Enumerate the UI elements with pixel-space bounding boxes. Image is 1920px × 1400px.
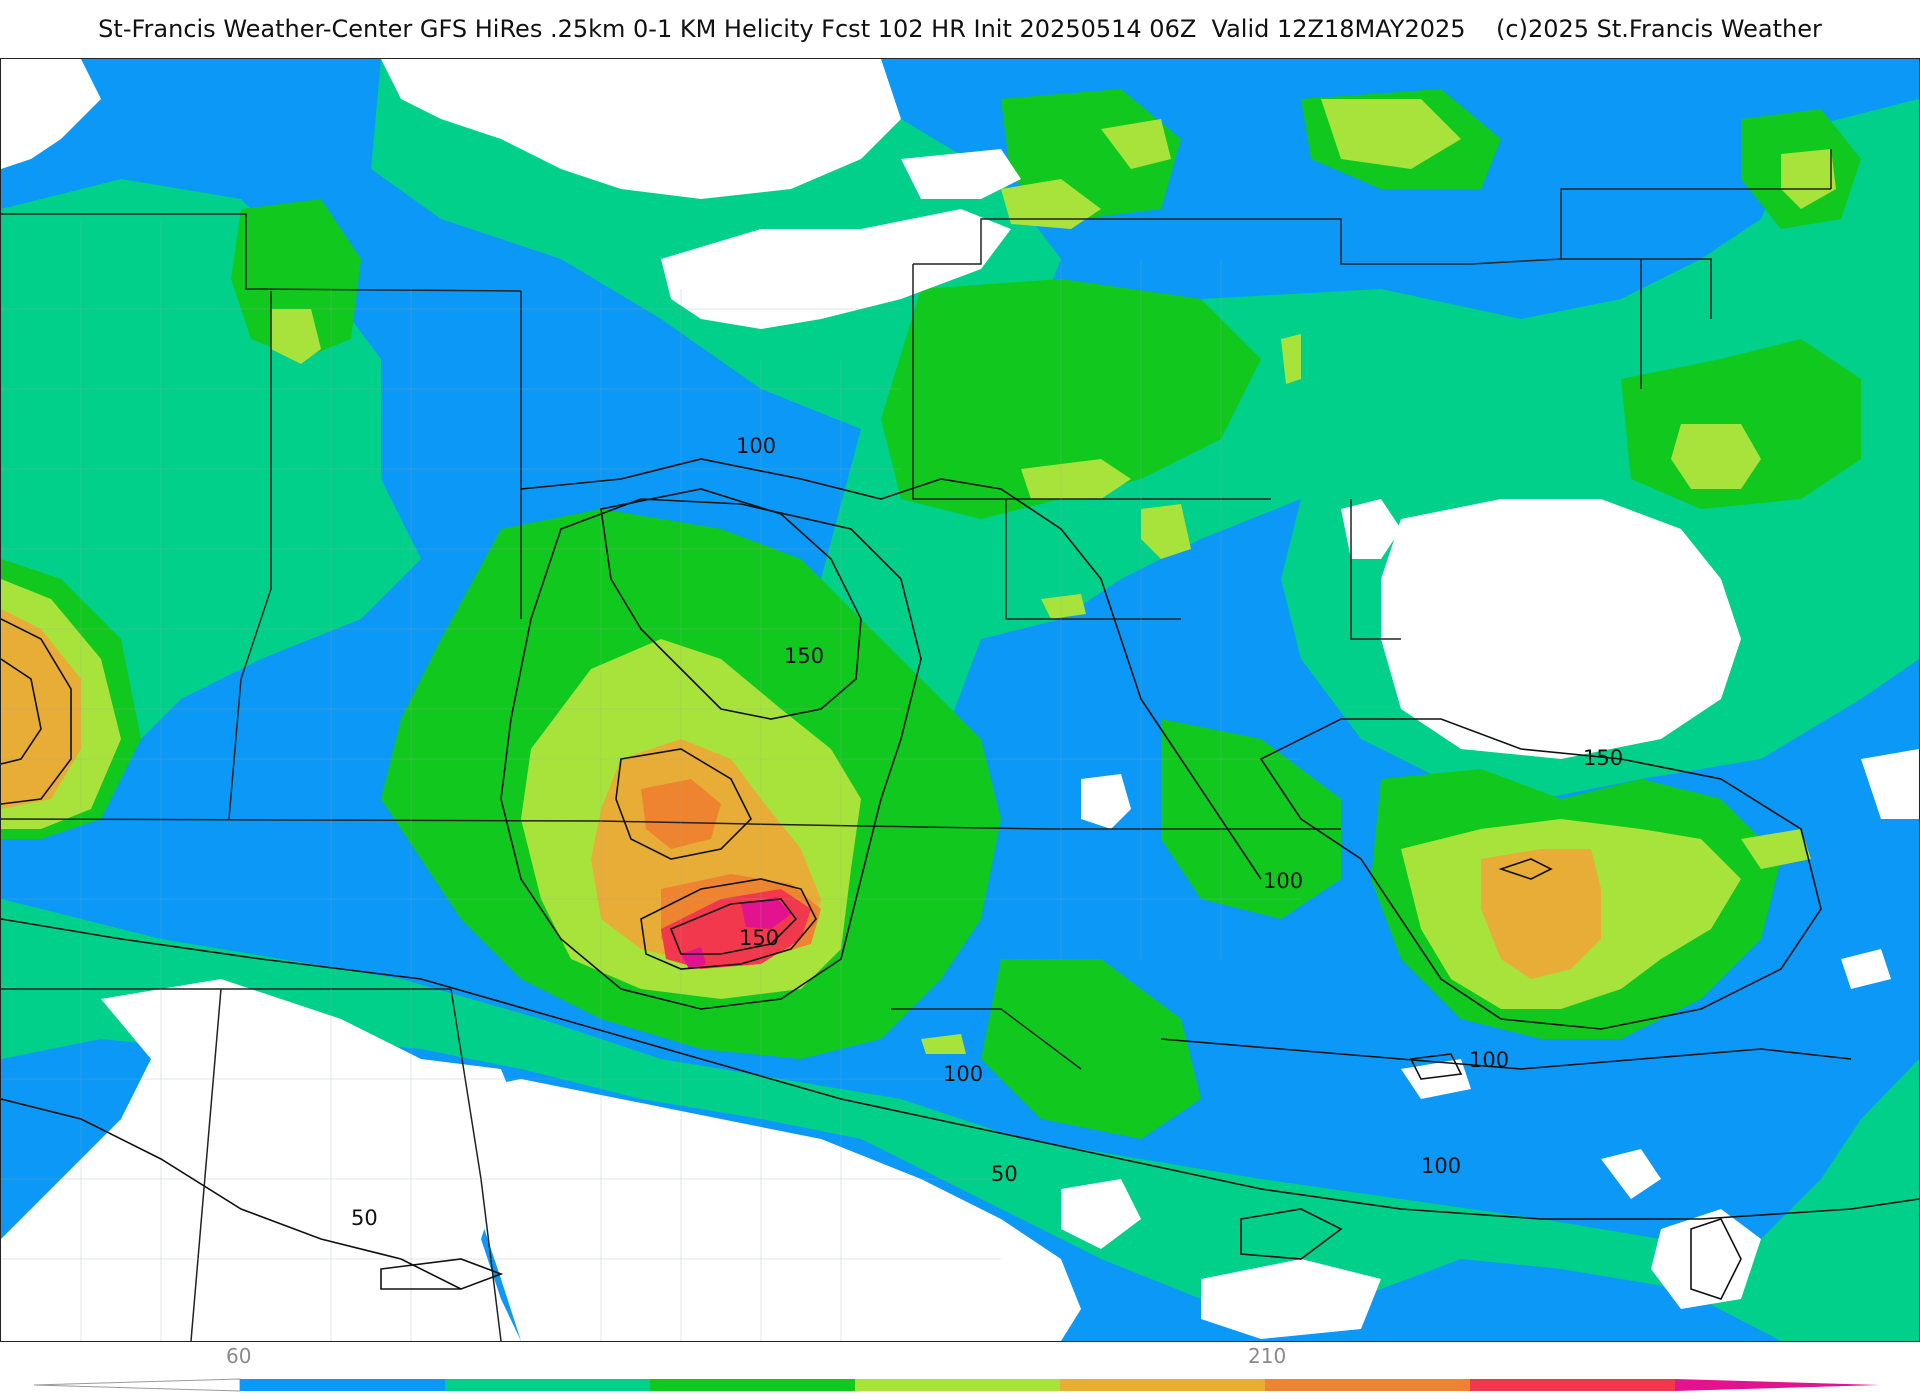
- helicity-map: 100 150 150 150 100 100 100 100 50 50: [0, 58, 1920, 1342]
- colorbar-left-arrow: [33, 1378, 241, 1392]
- map-title: St-Francis Weather-Center GFS HiRes .25k…: [98, 15, 1822, 43]
- contour-labels: 100 150 150 150 100 100 100 100 50 50: [351, 434, 1623, 1230]
- colorbar-svg: [33, 1378, 1880, 1392]
- colorbar-swatch-blue: [240, 1379, 445, 1391]
- county-lines: [1, 219, 1301, 1341]
- helicity-magenta-band: [681, 897, 791, 969]
- colorbar-label-high: 210: [1248, 1344, 1287, 1368]
- contour-label: 100: [1263, 869, 1303, 893]
- contour-label: 100: [943, 1062, 983, 1086]
- colorbar-swatch-teal: [445, 1379, 650, 1391]
- helicity-contours: [1, 458, 1919, 1300]
- colorbar-swatch-orange: [1060, 1379, 1265, 1391]
- map-canvas: 100 150 150 150 100 100 100 100 50 50: [1, 59, 1919, 1341]
- contour-label: 100: [1469, 1048, 1509, 1072]
- contour-label: 150: [784, 644, 824, 668]
- colorbar-swatch-green: [650, 1379, 855, 1391]
- colorbar-swatch-lime: [855, 1379, 1060, 1391]
- state-borders: [1, 149, 1832, 1341]
- colorbar-swatch-red: [1470, 1379, 1675, 1391]
- colorbar-swatch-darkorange: [1265, 1379, 1470, 1391]
- colorbar-label-low: 60: [226, 1344, 252, 1368]
- color-legend: 60 210: [0, 1340, 1920, 1400]
- contour-label: 100: [1421, 1154, 1461, 1178]
- colorbar-right-arrow: [1675, 1379, 1880, 1391]
- contour-label: 150: [739, 926, 779, 950]
- contour-label: 150: [1583, 746, 1623, 770]
- contour-label: 50: [351, 1206, 378, 1230]
- helicity-white-band: [1, 59, 1919, 1341]
- contour-label: 100: [736, 434, 776, 458]
- contour-label: 50: [991, 1162, 1018, 1186]
